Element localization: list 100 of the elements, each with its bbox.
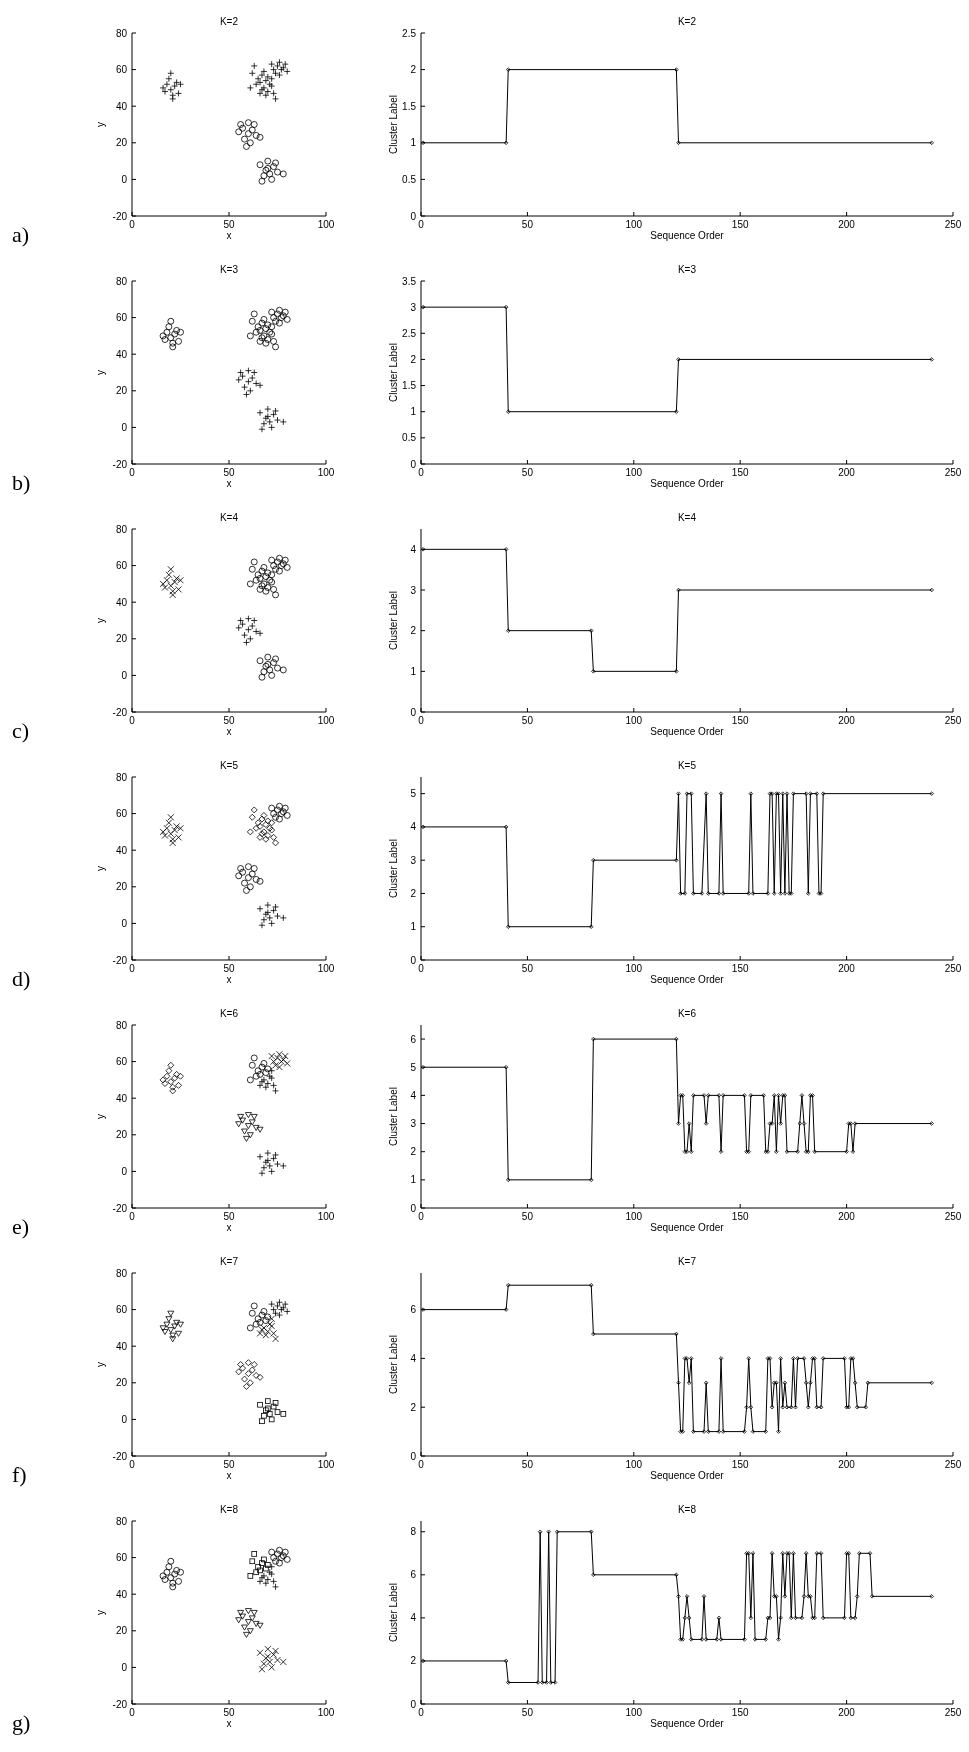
y-tick-label: 5 bbox=[410, 1061, 417, 1073]
point bbox=[272, 343, 279, 351]
point bbox=[272, 1335, 279, 1343]
y-axis-title: Cluster Label bbox=[388, 95, 399, 154]
point bbox=[167, 334, 175, 342]
point bbox=[248, 1119, 256, 1126]
chart-title: K=8 bbox=[219, 1504, 239, 1515]
point bbox=[245, 130, 252, 138]
point bbox=[742, 1093, 747, 1098]
y-tick-label: 4 bbox=[410, 1089, 417, 1101]
point bbox=[246, 580, 254, 588]
point bbox=[252, 1124, 260, 1131]
point bbox=[808, 791, 813, 796]
point bbox=[175, 89, 182, 97]
point bbox=[169, 1332, 177, 1339]
point bbox=[248, 565, 256, 573]
point bbox=[782, 1093, 788, 1098]
point bbox=[784, 791, 790, 796]
point bbox=[246, 1628, 254, 1635]
point bbox=[235, 1121, 243, 1128]
y-tick-label: 1 bbox=[410, 921, 417, 933]
point bbox=[163, 1568, 171, 1576]
point bbox=[268, 308, 276, 316]
point bbox=[846, 1121, 851, 1126]
point bbox=[801, 1121, 807, 1126]
y-tick-label: 1.5 bbox=[402, 380, 417, 392]
point bbox=[686, 1121, 692, 1126]
y-axis-title: y bbox=[95, 618, 106, 623]
point bbox=[260, 172, 268, 180]
point bbox=[279, 666, 287, 674]
point bbox=[256, 337, 264, 345]
x-tick-label: 250 bbox=[944, 219, 962, 230]
point bbox=[789, 891, 794, 896]
point bbox=[163, 1072, 171, 1080]
x-tick-label: 0 bbox=[418, 1211, 425, 1222]
point bbox=[929, 357, 934, 362]
x-tick-label: 100 bbox=[317, 467, 335, 478]
x-tick-label: 50 bbox=[521, 963, 534, 974]
x-tick-label: 250 bbox=[944, 963, 962, 974]
point bbox=[283, 316, 291, 323]
point bbox=[245, 1359, 252, 1367]
point bbox=[169, 95, 177, 103]
x-tick-label: 150 bbox=[731, 467, 749, 478]
x-tick-label: 100 bbox=[317, 715, 335, 726]
y-tick-label: 0 bbox=[410, 954, 417, 966]
point bbox=[256, 1126, 264, 1133]
y-tick-label: 20 bbox=[115, 137, 128, 149]
y-tick-label: 0 bbox=[410, 210, 417, 222]
x-tick-label: 50 bbox=[223, 1459, 235, 1470]
point bbox=[266, 666, 274, 674]
y-tick-label: 2 bbox=[410, 887, 417, 899]
y-tick-label: 3 bbox=[410, 301, 417, 313]
point bbox=[256, 161, 264, 169]
chart-title: K=6 bbox=[219, 1008, 239, 1019]
point bbox=[674, 1331, 679, 1337]
point bbox=[246, 1132, 254, 1139]
chart-title: K=7 bbox=[219, 1256, 239, 1267]
point bbox=[239, 868, 246, 876]
point bbox=[243, 1135, 250, 1142]
point bbox=[264, 584, 272, 591]
point bbox=[268, 75, 276, 83]
y-axis-title: y bbox=[95, 1362, 106, 1367]
point bbox=[716, 891, 722, 896]
y-tick-label: 40 bbox=[115, 348, 128, 360]
x-tick-label: 250 bbox=[944, 1211, 962, 1222]
y-tick-label: 8 bbox=[410, 1526, 417, 1538]
point bbox=[778, 891, 783, 896]
point bbox=[279, 1162, 287, 1170]
point bbox=[159, 1572, 167, 1580]
point bbox=[268, 323, 276, 331]
point bbox=[706, 1093, 711, 1098]
x-tick-label: 50 bbox=[223, 963, 235, 974]
point bbox=[245, 119, 252, 127]
y-tick-label: 4 bbox=[410, 543, 417, 555]
x-tick-label: 0 bbox=[129, 963, 136, 974]
y-tick-label: 2 bbox=[410, 625, 417, 637]
point bbox=[268, 556, 276, 564]
y-tick-label: 0 bbox=[410, 1698, 417, 1710]
point bbox=[272, 839, 279, 847]
point bbox=[248, 1366, 256, 1374]
point bbox=[763, 1149, 768, 1154]
y-tick-label: -20 bbox=[112, 954, 128, 966]
point bbox=[241, 1128, 248, 1135]
point bbox=[503, 824, 509, 830]
point bbox=[258, 177, 266, 185]
point bbox=[252, 328, 260, 336]
point bbox=[161, 1080, 169, 1087]
point bbox=[246, 1076, 254, 1084]
point bbox=[254, 819, 262, 827]
point bbox=[239, 620, 246, 628]
point bbox=[245, 1123, 252, 1130]
point bbox=[283, 812, 291, 819]
y-tick-label: 0.5 bbox=[402, 432, 417, 444]
point bbox=[241, 1375, 248, 1383]
point bbox=[791, 1356, 796, 1361]
point bbox=[772, 1093, 777, 1098]
point bbox=[691, 1093, 696, 1098]
point bbox=[750, 891, 756, 896]
point bbox=[243, 143, 250, 150]
point bbox=[268, 804, 276, 812]
